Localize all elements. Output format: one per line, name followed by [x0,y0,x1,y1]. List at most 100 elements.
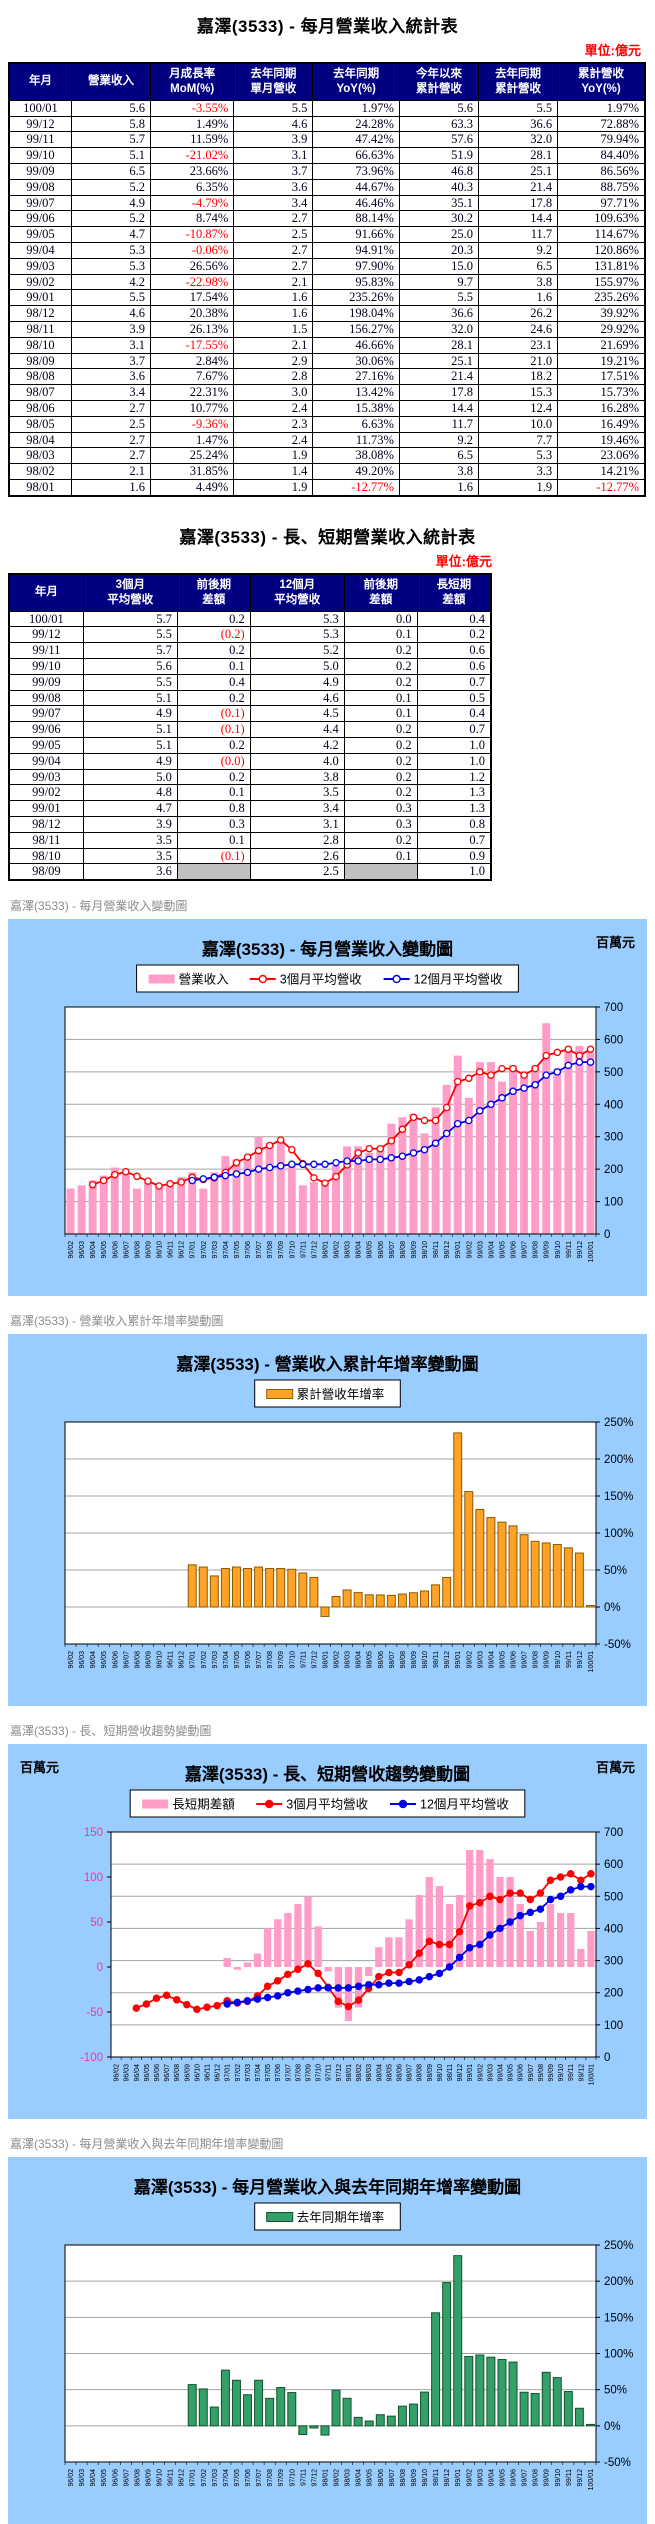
data-point-marker [398,1125,407,1134]
bar [209,2406,219,2427]
right-axis-label: 100% [604,2349,633,2361]
data-point-marker [288,1146,296,1154]
value-cell: 5.5 [82,673,178,691]
value-cell: 24.28% [312,115,400,133]
value-cell: 11.73% [312,431,400,449]
x-axis-label: 97/02 [201,1651,208,1669]
value-cell: 15.73% [557,384,646,402]
x-axis-label: 97/10 [316,2064,323,2082]
value-cell: 3.8 [249,768,345,786]
x-axis-label: 99/04 [488,1241,495,1259]
row-month-cell: 99/05 [8,737,84,754]
right-axis-label: 300 [604,1956,623,1968]
value-cell: 1.6 [398,478,480,497]
table-row: 99/01 4.7 0.8 3.4 0.3 1.3 [8,800,492,818]
bar [564,1049,573,1235]
left-axis-unit-label: 百萬元 [20,1760,59,1775]
row-month-cell: 100/01 [8,99,72,117]
value-cell: 3.1 [249,816,345,833]
right-axis-label: 50% [604,1565,627,1577]
data-point-marker [203,2003,211,2012]
data-point-marker [476,1068,484,1076]
data-point-marker [425,1937,434,1946]
right-axis-label: 400 [604,1924,623,1936]
value-cell: 5.6 [398,99,480,117]
value-cell: 19.46% [557,431,646,449]
cumulative-yoy-chart-caption: 嘉澤(3533) - 營業收入累計年增率變動圖 [10,1314,224,1329]
x-axis-label: 98/02 [334,1241,341,1259]
bar [276,2387,286,2427]
value-cell: 5.3 [249,610,345,628]
value-cell: 6.63% [312,415,400,433]
data-point-marker [564,1061,573,1070]
bar [332,1166,341,1235]
value-cell: 95.83% [312,273,400,291]
left-axis-label: 150 [84,1827,103,1839]
bar [586,1052,595,1235]
value-cell: 35.1 [398,194,480,212]
row-month-cell: 99/12 [8,115,72,133]
column-header: 長短期 差額 [416,573,492,612]
table-row: 99/12 5.5 (0.2) 5.3 0.1 0.2 [8,626,492,644]
legend-box [136,964,519,993]
value-cell: 2.1 [233,273,314,291]
x-axis-label: 96/11 [168,1651,175,1668]
x-axis-label: 98/05 [367,2469,374,2487]
x-axis-label: 96/06 [112,1241,119,1259]
bar [567,1913,575,1968]
data-point-marker [223,2000,231,2008]
data-point-marker [435,1969,444,1978]
value-cell: 0.2 [343,673,418,691]
right-axis-label: 600 [604,1859,623,1871]
x-axis-label: 98/08 [400,2469,407,2487]
data-point-marker [586,1058,595,1067]
table-header-row: 年月 營業收入 月成長率 MoM(%) 去年同期 單月營收 去年同期 YoY(%) 今年以… [8,62,646,101]
value-cell [176,863,251,881]
bar [520,1075,529,1235]
data-point-marker [294,1987,302,1996]
value-cell: 3.0 [233,384,314,402]
x-axis-label: 98/06 [396,2064,403,2082]
data-point-marker [486,1931,494,1939]
value-cell: 5.1 [82,737,178,754]
x-axis-label: 98/12 [444,2469,451,2487]
value-cell: 5.6 [70,99,152,117]
bar [210,1172,219,1235]
row-month-cell: 99/11 [8,642,84,660]
x-axis-label: 97/10 [289,1241,296,1259]
table-row: 98/12 3.9 0.3 3.1 0.3 0.8 [8,816,492,833]
row-month-cell: 99/10 [8,658,84,675]
data-point-marker [420,1116,429,1125]
right-axis-label: 0 [604,1229,610,1241]
bar [552,2377,562,2427]
bar [553,1068,562,1235]
left-axis-label: -100 [80,2052,103,2064]
table-row: 99/11 5.7 0.2 5.2 0.2 0.6 [8,642,492,660]
right-axis-label: 200% [604,2276,633,2288]
right-axis-label: 0 [604,2052,610,2064]
value-cell: 3.9 [233,131,314,149]
left-axis-label: 100 [84,1872,103,1884]
data-point-marker [506,1889,514,1898]
bar [221,1156,230,1235]
bar [530,2393,540,2427]
bar [563,2391,573,2427]
x-axis-label: 96/03 [79,1651,86,1669]
x-axis-label: 97/12 [311,2469,318,2487]
bar [314,1926,322,1968]
bar [132,1188,141,1235]
legend-bar-swatch [266,2212,294,2223]
x-axis-label: 98/06 [378,1651,385,1669]
value-cell: 15.3 [478,384,559,402]
bar [431,2312,441,2427]
value-cell: 51.9 [398,147,480,165]
bar [519,2391,529,2427]
x-axis-label: 99/08 [538,2064,545,2082]
data-point-marker [531,1081,539,1089]
data-point-marker [465,1944,474,1952]
x-axis-label: 99/05 [499,1651,506,1669]
x-axis-label: 96/04 [90,1651,97,1669]
x-axis-label: 98/11 [433,1651,440,1668]
x-axis-label: 96/12 [179,2469,186,2487]
value-cell: 79.94% [557,131,646,149]
